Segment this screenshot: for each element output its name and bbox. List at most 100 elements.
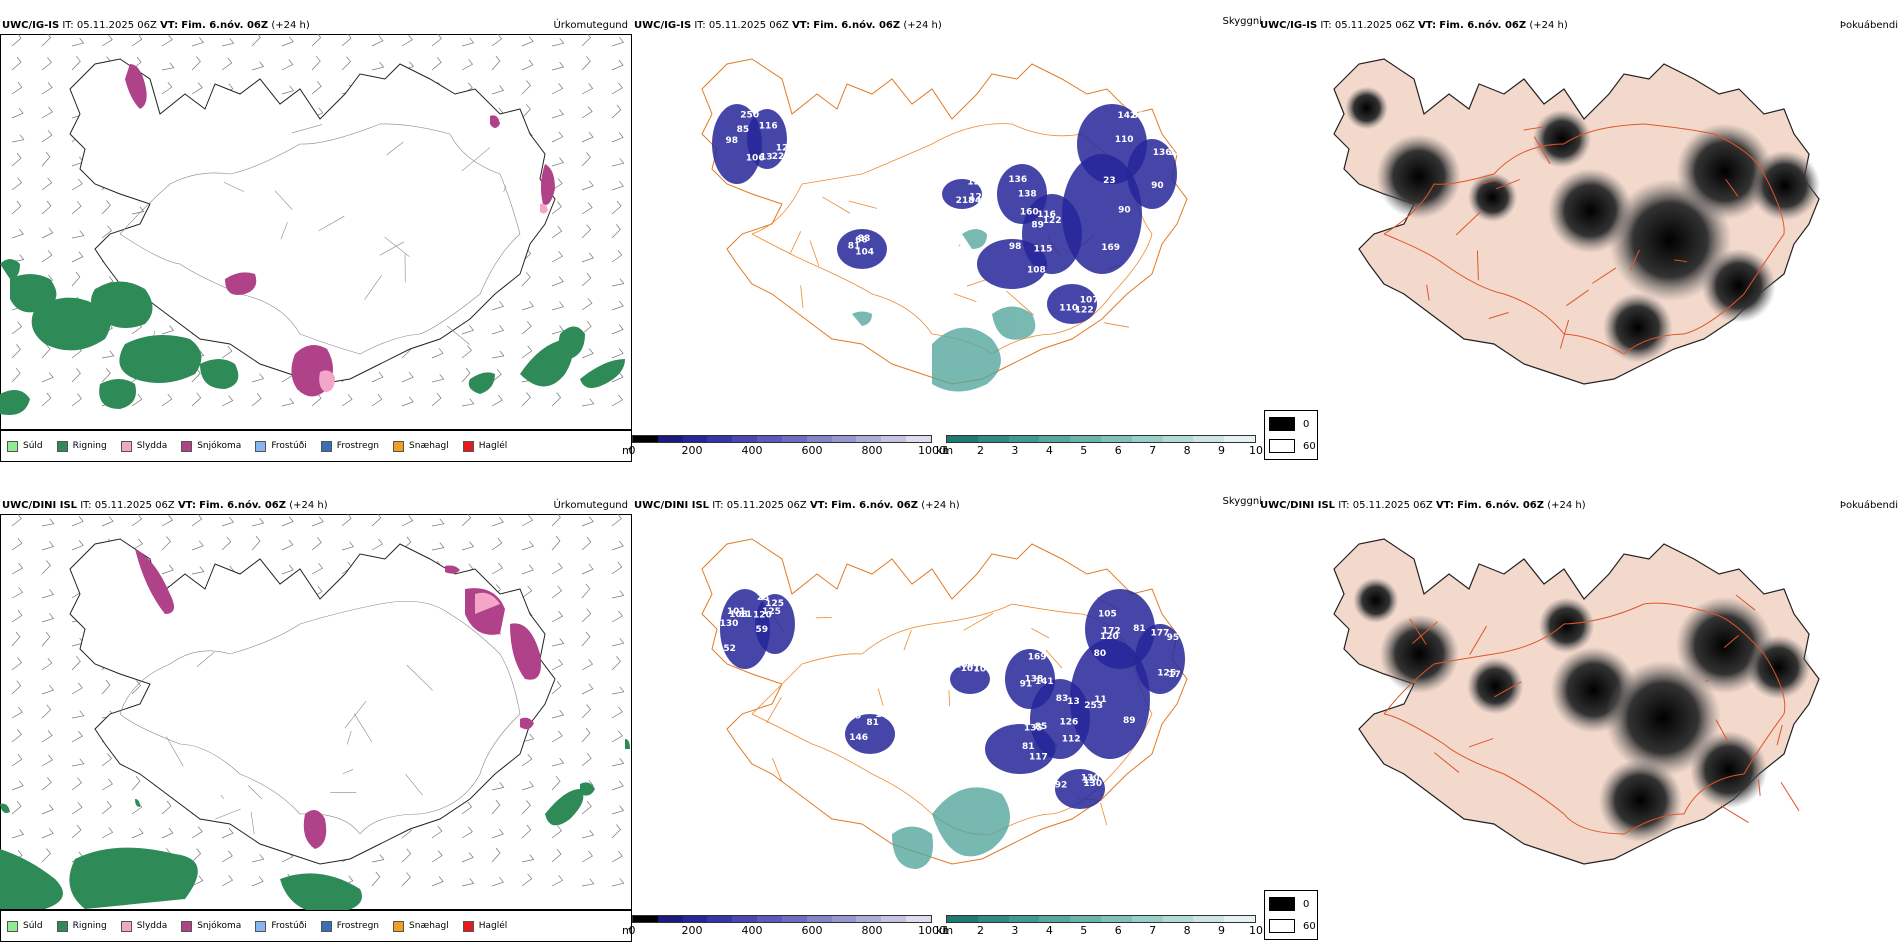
- wind-barb: [11, 680, 22, 695]
- ceiling-value-label: 90: [1151, 181, 1164, 191]
- ceiling-value-label: 15: [1083, 776, 1096, 786]
- vt-value: Fim. 6.nóv. 06Z: [813, 20, 901, 31]
- wind-barb: [521, 564, 534, 575]
- wind-barb: [221, 874, 234, 887]
- wind-barb: [551, 325, 565, 335]
- colorbar-swatch: [881, 436, 907, 442]
- lead-time: (+24 h): [1547, 500, 1586, 511]
- wind-barb: [551, 610, 564, 623]
- wind-barb: [71, 777, 82, 791]
- ceiling-value-label: 66: [855, 235, 868, 245]
- wind-barb: [611, 180, 624, 191]
- ceiling-value-label: 112: [1062, 734, 1081, 744]
- wind-barb: [431, 542, 445, 551]
- road-line: [379, 241, 405, 256]
- road-line: [848, 200, 877, 209]
- colorbar-swatch: [831, 916, 857, 922]
- road-line: [1383, 663, 1435, 715]
- wind-barb: [161, 827, 174, 839]
- panel-title: Úrkomutegund: [553, 500, 628, 511]
- precip-legend-item: Slydda: [120, 440, 167, 452]
- wind-barb: [311, 562, 324, 575]
- colorbar-swatch: [806, 436, 832, 442]
- road-line: [405, 774, 423, 796]
- wind-barb: [581, 801, 592, 815]
- wind-barb: [371, 393, 383, 407]
- wind-barb: [11, 800, 22, 815]
- colorbar-swatch: [1100, 916, 1132, 922]
- wind-barb: [41, 848, 51, 863]
- colorbar-tick-label: 6: [1114, 444, 1122, 457]
- fog-area: [1676, 123, 1773, 220]
- road-line: [931, 603, 1013, 625]
- wind-barb: [71, 656, 81, 671]
- road-line: [1503, 293, 1565, 335]
- wind-barb: [41, 82, 53, 95]
- road-line: [1643, 123, 1715, 135]
- ceiling-colorbar: 0 200 400 600 800 1000 m: [622, 435, 946, 459]
- precip-type-panel: UWC/IG-IS IT: 05.11.2025 06Z VT: Fim. 6.…: [0, 0, 632, 470]
- wind-barb: [41, 518, 55, 527]
- visibility-colorbar-unit: km: [936, 444, 954, 457]
- ceiling-colorbar-swatches: [632, 435, 932, 443]
- wind-barb: [461, 852, 474, 863]
- wind-barb: [11, 34, 22, 47]
- ceiling-area: [1135, 624, 1185, 694]
- wind-barb: [491, 782, 505, 791]
- ceiling-value-labels: 98 116 121 81 115 122 90 110 136 122 138 106 126 120 1…: [726, 111, 1188, 316]
- fog-indicator-panel: UWC/DINI ISL IT: 05.11.2025 06Z VT: Fim.…: [1260, 480, 1900, 950]
- road-line: [1011, 123, 1083, 137]
- ceiling-value-label: 146: [849, 733, 868, 743]
- precip-legend-swatch: [181, 440, 193, 452]
- wind-barb: [551, 38, 565, 47]
- wind-barb: [11, 657, 22, 671]
- wind-barb: [41, 227, 54, 239]
- wind-barb: [311, 34, 322, 47]
- wind-barb: [431, 850, 443, 863]
- precip-legend-label: Súld: [23, 441, 43, 451]
- wind-barb: [71, 516, 84, 527]
- colorbar-swatch: [977, 436, 1009, 442]
- road-line: [789, 231, 802, 255]
- ceiling-visibility-panel: UWC/DINI ISL IT: 05.11.2025 06Z VT: Fim.…: [622, 480, 1264, 950]
- wind-barb: [521, 271, 531, 287]
- ceiling-colorbar-unit: m: [622, 924, 633, 937]
- wind-barb: [491, 562, 503, 575]
- wind-barb: [131, 827, 144, 839]
- road-line: [220, 794, 224, 800]
- wind-barb: [581, 536, 592, 551]
- ceiling-value-label: 108: [729, 610, 748, 620]
- panel-header: UWC/DINI ISL IT: 05.11.2025 06Z VT: Fim.…: [1260, 500, 1586, 511]
- wind-barb: [521, 321, 532, 335]
- road-line: [379, 600, 451, 615]
- wind-barb: [311, 81, 322, 95]
- road-line: [359, 333, 421, 355]
- road-line: [342, 769, 354, 775]
- colorbar-tick-label: 600: [801, 444, 823, 457]
- colorbar-swatch: [1224, 916, 1255, 922]
- wind-barb: [461, 398, 475, 407]
- road-line: [1705, 679, 1710, 682]
- wind-barb: [131, 538, 143, 551]
- wind-barb: [191, 82, 203, 95]
- road-line: [379, 123, 451, 135]
- ceiling-value-label: 224: [772, 152, 791, 162]
- wind-barb: [311, 537, 322, 551]
- vt-label: VT:: [160, 20, 179, 31]
- colorbar-swatch: [757, 436, 782, 442]
- ceiling-value-label: 108: [1027, 266, 1046, 276]
- ceiling-colorbar-ticks: 0 200 400 600 800 1000: [629, 923, 947, 937]
- wind-barb: [551, 825, 562, 839]
- wind-barb: [521, 104, 531, 119]
- road-line: [1563, 333, 1625, 355]
- ceiling-value-label: 122: [1043, 216, 1062, 226]
- wind-barb: [581, 398, 595, 407]
- visibility-colorbar-unit: km: [936, 924, 954, 937]
- fog-area: [1345, 86, 1389, 130]
- wind-barb: [11, 729, 22, 743]
- wind-barb: [281, 59, 294, 71]
- wind-barb: [491, 847, 501, 863]
- road-line: [223, 181, 245, 192]
- ceiling-value-label: 117: [1029, 752, 1048, 762]
- wind-barb: [551, 709, 565, 719]
